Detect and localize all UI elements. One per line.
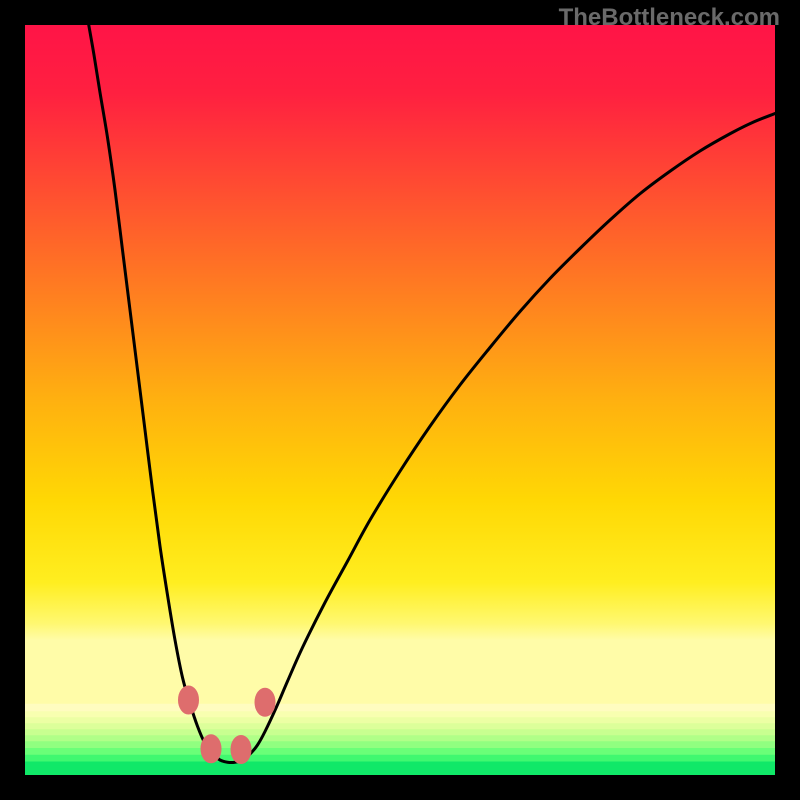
- chart-band-1: [25, 711, 775, 718]
- chart-band-5: [25, 735, 775, 742]
- chart-band-3: [25, 723, 775, 730]
- curve-marker-0: [179, 686, 199, 714]
- curve-marker-3: [255, 688, 275, 716]
- curve-marker-2: [231, 736, 251, 764]
- chart-band-8: [25, 755, 775, 762]
- chart-band-6: [25, 741, 775, 748]
- chart-band-0: [25, 704, 775, 712]
- chart-band-7: [25, 748, 775, 755]
- curve-marker-1: [201, 735, 221, 763]
- plot-area: [25, 25, 775, 775]
- chart-band-9: [25, 762, 775, 776]
- bottleneck-chart: [25, 25, 775, 775]
- chart-band-2: [25, 717, 775, 724]
- watermark-text: TheBottleneck.com: [559, 4, 780, 32]
- chart-container: TheBottleneck.com: [0, 0, 800, 800]
- chart-band-4: [25, 729, 775, 736]
